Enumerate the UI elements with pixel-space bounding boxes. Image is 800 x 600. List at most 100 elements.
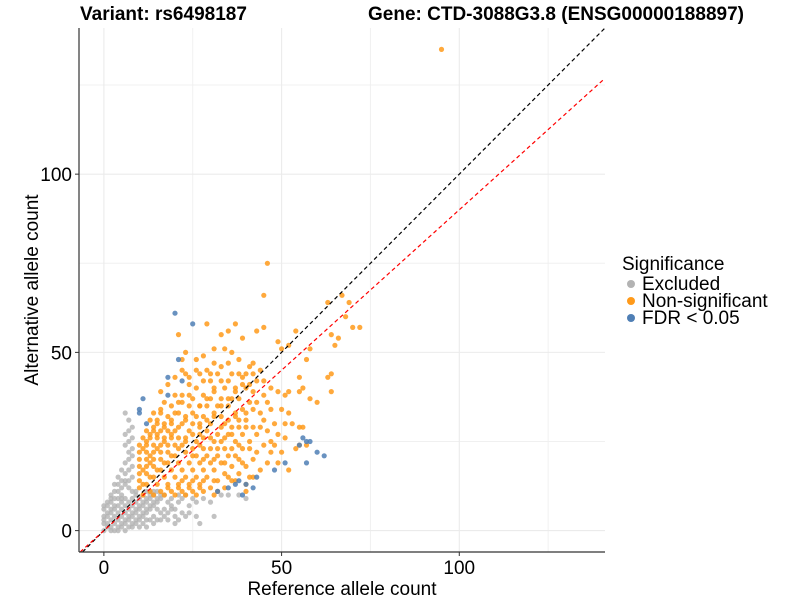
point-excluded [108,517,114,523]
point-excluded [236,492,242,498]
point-non-significant [200,392,206,398]
point-fdr-0-05 [165,392,171,398]
point-non-significant [158,449,164,455]
point-non-significant [222,471,228,477]
point-non-significant [175,424,182,430]
point-non-significant [268,406,274,412]
point-excluded [122,495,128,502]
point-non-significant [143,463,150,469]
point-non-significant [151,424,157,430]
point-non-significant [147,453,153,459]
point-non-significant [136,478,142,484]
point-fdr-0-05 [250,485,256,491]
point-non-significant [193,413,199,420]
point-excluded [122,478,128,484]
point-excluded [165,499,171,505]
data-points [101,46,445,534]
point-excluded [119,467,125,473]
point-excluded [129,424,135,430]
point-non-significant [172,453,178,459]
point-non-significant [211,346,217,352]
x-tick-label: 0 [99,558,110,579]
point-non-significant [136,485,142,491]
point-non-significant [222,485,228,491]
point-non-significant [207,460,214,466]
point-non-significant [211,360,217,366]
point-non-significant [204,417,210,423]
point-non-significant [179,399,185,405]
point-excluded [126,428,132,434]
point-non-significant [261,378,267,384]
point-fdr-0-05 [232,481,238,487]
point-non-significant [143,438,150,445]
point-non-significant [254,378,260,384]
point-non-significant [151,428,157,434]
point-excluded [126,456,132,462]
point-excluded [147,517,153,523]
point-non-significant [218,378,224,384]
point-non-significant [151,442,157,448]
point-non-significant [193,474,199,480]
point-non-significant [143,449,150,455]
point-non-significant [172,428,178,434]
point-non-significant [236,371,242,377]
point-non-significant [168,417,174,423]
point-non-significant [140,435,146,441]
point-non-significant [250,456,256,462]
point-excluded [126,517,132,523]
point-non-significant [339,292,345,298]
point-non-significant [197,403,203,409]
point-excluded [119,513,125,520]
point-excluded [108,528,114,534]
point-non-significant [154,481,160,487]
point-fdr-0-05 [303,460,310,466]
point-non-significant [165,485,171,491]
point-non-significant [232,438,238,445]
point-non-significant [229,349,235,355]
point-non-significant [264,260,270,266]
point-non-significant [264,428,270,434]
point-excluded [197,520,203,527]
point-non-significant [328,389,334,395]
point-excluded [175,517,182,523]
point-non-significant [257,367,263,373]
point-fdr-0-05 [314,449,320,455]
point-non-significant [154,421,160,427]
grid-lines [79,28,605,552]
point-excluded [140,520,146,527]
point-excluded [186,503,192,509]
point-excluded [158,517,164,523]
point-non-significant [275,460,281,466]
point-non-significant [239,374,246,380]
point-non-significant [328,332,334,338]
point-non-significant [186,485,192,491]
axes [78,28,605,553]
point-non-significant [232,385,238,391]
point-excluded [243,495,249,502]
point-excluded [126,485,132,491]
point-non-significant [279,406,285,412]
point-non-significant [172,392,178,398]
point-excluded [119,506,125,512]
point-non-significant [282,392,288,398]
point-excluded [122,520,128,527]
point-excluded [129,463,135,469]
point-excluded [115,474,121,480]
point-non-significant [154,467,160,473]
point-non-significant [197,485,203,491]
point-excluded [126,499,132,505]
point-non-significant [158,389,164,395]
point-non-significant [222,421,228,427]
point-non-significant [200,378,206,384]
point-non-significant [165,460,171,466]
legend: Significance Excluded Non-significant FD… [622,254,768,329]
point-non-significant [236,417,242,423]
point-excluded [101,520,107,527]
point-excluded [119,524,125,530]
point-non-significant [179,421,185,427]
point-excluded [186,510,192,516]
point-excluded [129,488,135,494]
point-non-significant [168,488,174,494]
point-fdr-0-05 [179,378,185,384]
point-non-significant [243,424,249,430]
